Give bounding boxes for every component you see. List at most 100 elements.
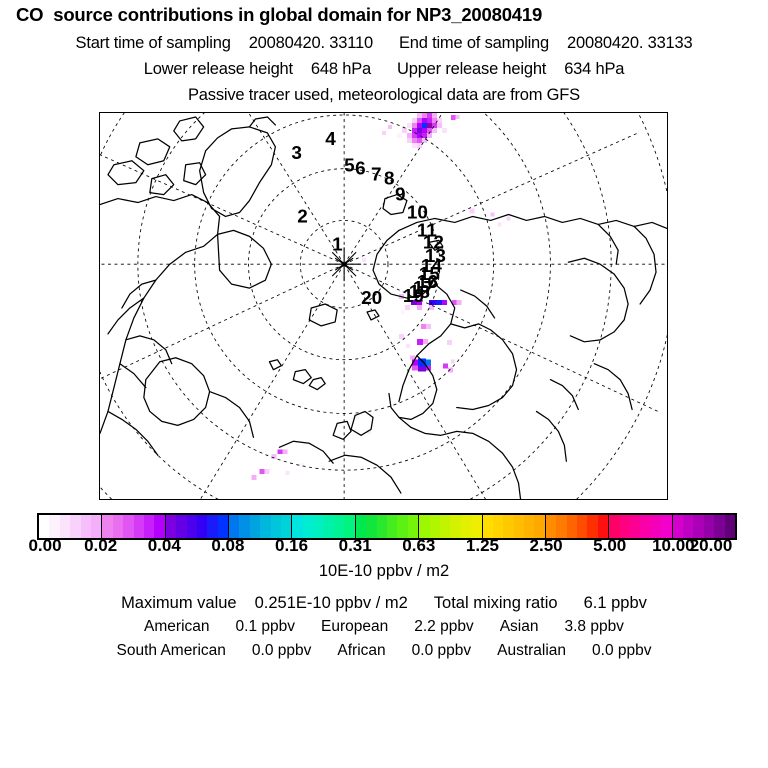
- trajectory-number-labels: 1 2 3 4 5 6 7 8 9 10 11 12 13 14 15 16 1: [291, 129, 446, 309]
- traj-label-7: 7: [371, 165, 382, 186]
- traj-label-13: 13: [425, 246, 446, 267]
- colorbar-tick-labels: 0.00 0.02 0.04 0.08 0.16 0.31 0.63 1.25 2.50 5.00…: [0, 536, 768, 558]
- colorbar-step-4-1: [302, 515, 314, 538]
- colorbar-step-10-3: [703, 515, 715, 538]
- colorbar-step-4-5: [344, 515, 355, 538]
- colorbar-step-8-0: [545, 515, 557, 538]
- colorbar-step-2-2: [186, 515, 197, 538]
- upper-release-value: 634 hPa: [564, 60, 625, 78]
- colorbar-band-1: [102, 515, 166, 538]
- colorbar-step-0-2: [59, 515, 71, 538]
- colorbar-step-7-0: [482, 515, 493, 538]
- colorbar-tick-1-25: 1.25: [465, 536, 499, 555]
- colorbar-tick-0-02: 0.02: [84, 536, 118, 555]
- colorbar-band-8: [545, 515, 610, 538]
- colorbar-step-9-5: [661, 515, 672, 538]
- colorbar-step-8-2: [566, 515, 578, 538]
- colorbar-step-10-0: [672, 515, 683, 538]
- traj-label-8: 8: [384, 169, 395, 190]
- region-value-american: 0.1 ppbv: [235, 618, 295, 635]
- colorbar-step-0-4: [80, 515, 91, 538]
- end-time-value: 20080420. 33133: [567, 34, 693, 52]
- traj-label-1: 1: [332, 234, 343, 255]
- colorbar-step-9-3: [640, 515, 651, 538]
- colorbar-step-6-5: [471, 515, 482, 538]
- colorbar-container[interactable]: [37, 513, 737, 540]
- stats-row-maximum: Maximum value 0.251E-10 ppbv / m2 Total mi…: [0, 594, 768, 613]
- colorbar-step-4-2: [313, 515, 324, 538]
- colorbar-band-7: [482, 515, 546, 538]
- colorbar-tick-0-16: 0.16: [274, 536, 309, 555]
- colorbar-step-3-5: [281, 515, 292, 538]
- colorbar-tick-2-50: 2.50: [529, 536, 563, 555]
- total-mixing-ratio-value: 6.1 ppbv: [583, 594, 647, 612]
- colorbar-band-3: [229, 515, 293, 538]
- region-name-european: European: [320, 618, 389, 635]
- polar-stereographic-map: 1 2 3 4 5 6 7 8 9 10 11 12 13 14 15 16 1: [100, 113, 667, 499]
- upper-release-label: Upper release height: [397, 60, 547, 78]
- colorbar-band-6: [419, 515, 483, 538]
- coastlines: [100, 116, 667, 499]
- colorbar-step-2-0: [165, 515, 177, 538]
- colorbar-step-5-2: [376, 515, 387, 538]
- colorbar-tick-10-00: 10.00: [652, 536, 695, 555]
- colorbar-step-1-3: [133, 515, 144, 538]
- page-title: CO source contributions in global domain…: [16, 4, 543, 25]
- traj-label-18: 18: [409, 282, 430, 303]
- colorbar-step-0-1: [49, 515, 60, 538]
- traj-label-4: 4: [325, 129, 336, 150]
- colorbar-step-5-3: [386, 515, 398, 538]
- region-value-south-american: 0.0 ppbv: [251, 642, 312, 659]
- traj-label-12: 12: [423, 232, 444, 253]
- colorbar-step-6-3: [450, 515, 461, 538]
- colorbar-step-7-1: [492, 515, 504, 538]
- colorbar-step-2-5: [217, 515, 229, 538]
- colorbar-step-8-3: [577, 515, 588, 538]
- colorbar-step-5-0: [355, 515, 367, 538]
- colorbar-step-10-4: [714, 515, 725, 538]
- lower-release-value: 648 hPa: [310, 60, 371, 78]
- colorbar-step-3-2: [249, 515, 261, 538]
- colorbar-step-9-0: [609, 515, 620, 538]
- colorbar[interactable]: [37, 513, 737, 540]
- colorbar-step-3-1: [239, 515, 250, 538]
- method-note: Passive tracer used, meteorological data…: [188, 86, 580, 104]
- colorbar-step-10-2: [693, 515, 704, 538]
- colorbar-step-7-5: [534, 515, 545, 538]
- colorbar-step-8-5: [597, 515, 609, 538]
- start-time-value: 20080420. 33110: [248, 34, 373, 52]
- stats-row-regions-1: American 0.1 ppbv European 2.2 ppbv Asian 3.8…: [0, 618, 768, 636]
- colorbar-step-9-1: [619, 515, 631, 538]
- traj-label-5: 5: [344, 156, 355, 177]
- meridian-graticule: [100, 113, 667, 499]
- colorbar-step-9-4: [650, 515, 662, 538]
- colorbar-step-2-1: [176, 515, 187, 538]
- traj-label-16: 16: [417, 272, 438, 293]
- map-panel[interactable]: 1 2 3 4 5 6 7 8 9 10 11 12 13 14 15 16 1: [99, 112, 668, 500]
- colorbar-step-7-3: [513, 515, 525, 538]
- colorbar-step-1-5: [154, 515, 165, 538]
- colorbar-step-2-4: [207, 515, 218, 538]
- total-mixing-ratio-label: Total mixing ratio: [433, 594, 558, 612]
- region-value-european: 2.2 ppbv: [414, 618, 474, 635]
- region-value-asian: 3.8 ppbv: [564, 618, 624, 635]
- region-name-asian: Asian: [499, 618, 539, 635]
- colorbar-step-6-2: [439, 515, 451, 538]
- colorbar-step-1-1: [112, 515, 124, 538]
- colorbar-band-5: [355, 515, 420, 538]
- colorbar-step-0-3: [70, 515, 81, 538]
- traj-label-6: 6: [355, 159, 366, 180]
- colorbar-band-2: [165, 515, 230, 538]
- colorbar-step-5-1: [366, 515, 377, 538]
- traj-label-10: 10: [407, 202, 428, 223]
- colorbar-tick-20-00: 20.00: [689, 536, 733, 555]
- traj-label-3: 3: [291, 143, 302, 164]
- colorbar-step-4-4: [334, 515, 345, 538]
- traj-label-9: 9: [395, 185, 406, 206]
- colorbar-tick-0-63: 0.63: [402, 536, 436, 555]
- colorbar-step-2-3: [196, 515, 208, 538]
- traj-label-17: 17: [413, 278, 434, 299]
- start-time-label: Start time of sampling: [75, 34, 231, 52]
- maximum-value: 0.251E-10 ppbv / m2: [254, 594, 408, 612]
